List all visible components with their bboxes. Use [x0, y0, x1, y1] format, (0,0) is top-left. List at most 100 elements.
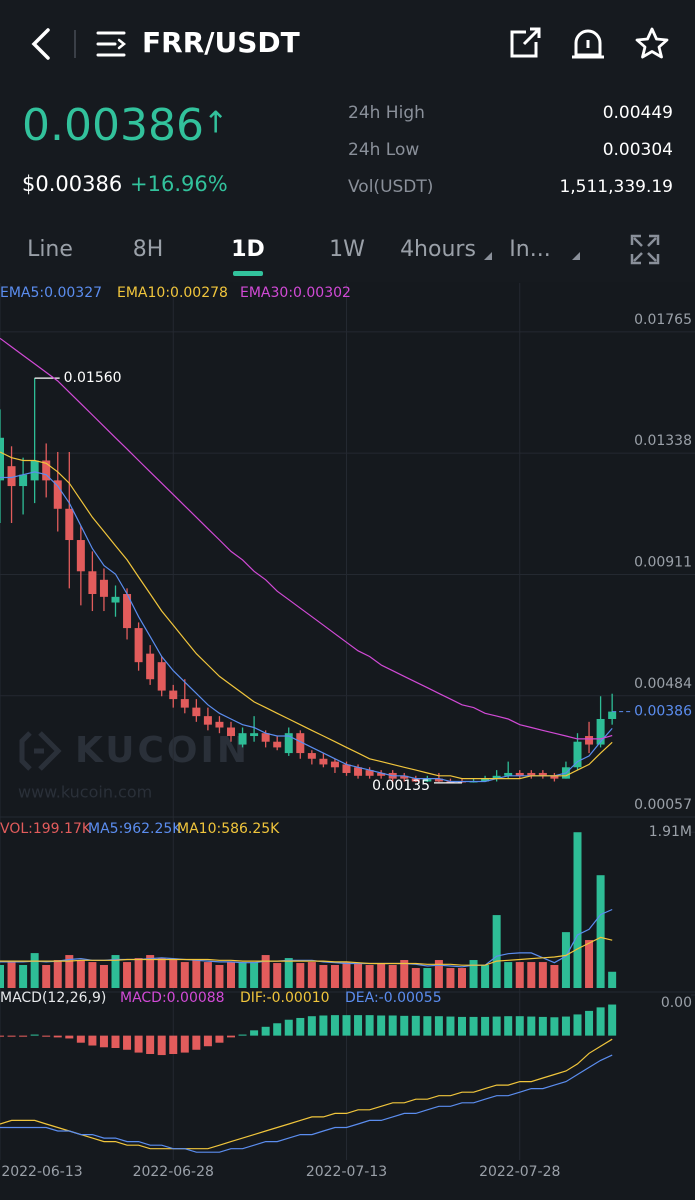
watermark-url: www.kucoin.com	[18, 783, 152, 802]
legend-entry: EMA10:0.00278	[117, 285, 228, 301]
volume-bar	[215, 965, 224, 988]
watermark-logo	[19, 731, 62, 771]
candle-body	[434, 778, 443, 782]
candle-body	[88, 571, 97, 595]
volume-bar	[354, 963, 363, 988]
watermark-brand: KUCOIN	[75, 730, 250, 771]
candle-body	[180, 699, 189, 708]
x-tick-label: 2022-07-28	[479, 1164, 560, 1180]
volume-bar	[481, 965, 490, 988]
macd-bar	[134, 1035, 143, 1053]
macd-bar	[238, 1034, 247, 1036]
volume-bar	[238, 962, 247, 988]
candle-body	[227, 727, 235, 737]
macd-bar	[99, 1035, 108, 1048]
macd-bar	[261, 1026, 270, 1036]
candle-body	[203, 716, 212, 725]
candle-body	[573, 741, 582, 768]
macd-bar	[550, 1017, 559, 1036]
macd-bar	[53, 1035, 62, 1038]
tab[interactable]: In...	[509, 237, 550, 262]
candle-body	[527, 772, 536, 776]
last-price: 0.00386	[22, 100, 204, 151]
candle-body	[238, 733, 247, 745]
volume-bar	[53, 960, 62, 988]
volume-bar	[134, 958, 143, 988]
volume-bar	[342, 962, 351, 988]
volume-bar	[446, 968, 455, 988]
volume-bar	[284, 958, 293, 988]
volume-bar	[434, 960, 443, 988]
volume-bar	[377, 963, 386, 988]
volume-bar	[573, 832, 582, 988]
volume-bar	[111, 955, 120, 988]
volume-bar	[123, 962, 132, 988]
price-change: +16.96%	[130, 172, 228, 196]
volume-bar	[261, 955, 270, 988]
volume-bar	[423, 968, 432, 988]
candle-body	[19, 474, 28, 487]
macd-bar	[400, 1015, 409, 1036]
volume-bar	[504, 962, 513, 988]
fullscreen-button[interactable]	[630, 234, 660, 265]
candle-body	[273, 741, 282, 748]
legend-entry: EMA30:0.00302	[240, 285, 351, 301]
macd-bar	[377, 1015, 386, 1036]
indicator-line	[0, 1054, 613, 1153]
candle-body	[215, 721, 224, 728]
y-tick-label: 0.01338	[634, 433, 692, 449]
tab[interactable]: 1W	[329, 237, 365, 262]
alert-button[interactable]	[572, 29, 604, 59]
volume-bar	[411, 968, 420, 988]
volume-bar	[19, 965, 28, 988]
candle-body	[585, 736, 594, 745]
legend-entry: VOL:199.17K	[0, 821, 92, 837]
macd-bar	[596, 1007, 605, 1036]
back-button[interactable]	[31, 28, 50, 60]
candle-body	[284, 733, 293, 754]
candle-body	[30, 460, 39, 481]
tab[interactable]: Line	[27, 237, 73, 262]
macd-bar	[88, 1035, 97, 1046]
candle-body	[596, 718, 605, 745]
favorite-button[interactable]	[635, 27, 669, 59]
price-arrow: ↑	[203, 106, 228, 141]
candle-body	[342, 764, 351, 773]
macd-bar	[423, 1016, 432, 1036]
volume-bar	[400, 960, 409, 988]
volume-bar	[307, 962, 316, 988]
y-tick-label: 1.91M	[649, 824, 692, 840]
candle-body	[261, 733, 270, 742]
macd-bar	[215, 1035, 224, 1043]
menu-button[interactable]	[96, 31, 127, 57]
macd-bar	[111, 1035, 120, 1048]
volume-bar	[585, 940, 594, 988]
macd-bar	[365, 1015, 374, 1036]
dropdown-mark	[572, 252, 580, 260]
tab[interactable]: 8H	[133, 237, 164, 262]
pair-title[interactable]: FRR/USDT	[142, 26, 300, 59]
volume-bar	[273, 963, 282, 988]
indicator-line	[0, 1038, 613, 1150]
tab[interactable]: 1D	[231, 237, 265, 262]
candle-body	[123, 594, 132, 629]
volume-bar	[0, 965, 4, 988]
macd-bar	[411, 1015, 420, 1036]
candle-body	[0, 437, 4, 481]
candle-body	[157, 662, 166, 691]
volume-bar	[42, 965, 51, 988]
volume-bar	[330, 965, 339, 988]
tab[interactable]: 4hours	[400, 237, 476, 262]
indicator-line	[0, 451, 613, 780]
candle-body	[76, 540, 85, 572]
candle-body	[330, 761, 339, 768]
candle-body	[354, 767, 363, 776]
share-button[interactable]	[510, 27, 541, 58]
volume-bar	[30, 953, 39, 988]
y-tick-label: 0.00	[661, 995, 692, 1011]
macd-bar	[42, 1035, 51, 1037]
max-label: 0.01560	[64, 370, 122, 386]
legend-entry: EMA5:0.00327	[0, 285, 102, 301]
macd-bar	[354, 1015, 363, 1036]
